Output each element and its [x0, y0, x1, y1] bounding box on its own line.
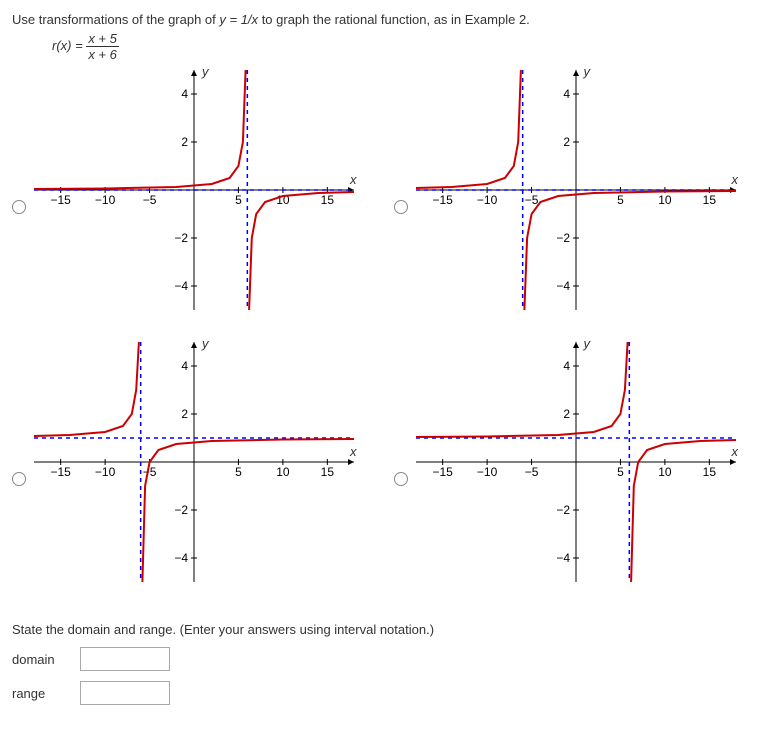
prompt-suffix: to graph the rational function, as in Ex…	[262, 12, 530, 27]
denominator: x + 6	[86, 47, 119, 62]
x-axis-label: x	[732, 444, 739, 459]
x-axis-label: x	[350, 444, 357, 459]
range-label: range	[12, 686, 68, 701]
svg-text:−2: −2	[174, 503, 188, 517]
question-prompt: Use transformations of the graph of y = …	[12, 12, 755, 27]
svg-text:10: 10	[658, 193, 672, 207]
svg-text:−5: −5	[143, 465, 157, 479]
y-axis-label: y	[202, 336, 209, 351]
svg-text:−4: −4	[556, 279, 570, 293]
radio-option[interactable]	[12, 200, 26, 214]
svg-text:10: 10	[658, 465, 672, 479]
svg-text:−4: −4	[556, 551, 570, 565]
bottom-section: State the domain and range. (Enter your …	[12, 622, 755, 705]
svg-text:−4: −4	[174, 551, 188, 565]
svg-text:15: 15	[702, 465, 716, 479]
chart-option: −15−10−551015−4−224yx	[12, 70, 374, 330]
svg-text:4: 4	[181, 87, 188, 101]
svg-text:−2: −2	[174, 231, 188, 245]
svg-text:4: 4	[563, 359, 570, 373]
range-row: range	[12, 681, 755, 705]
y-axis-label: y	[584, 64, 591, 79]
svg-text:−15: −15	[50, 193, 71, 207]
domain-label: domain	[12, 652, 68, 667]
svg-text:−4: −4	[174, 279, 188, 293]
svg-text:−15: −15	[432, 193, 453, 207]
svg-text:4: 4	[563, 87, 570, 101]
svg-text:2: 2	[181, 407, 188, 421]
chart-a: −15−10−551015−4−224yx	[34, 70, 354, 330]
svg-text:15: 15	[321, 465, 335, 479]
domain-row: domain	[12, 647, 755, 671]
svg-text:5: 5	[617, 465, 624, 479]
chart-c: −15−10−551015−4−224yx	[34, 342, 354, 602]
svg-text:4: 4	[181, 359, 188, 373]
radio-option[interactable]	[12, 472, 26, 486]
radio-option[interactable]	[394, 200, 408, 214]
svg-text:15: 15	[702, 193, 716, 207]
svg-text:5: 5	[235, 193, 242, 207]
range-input[interactable]	[80, 681, 170, 705]
domain-input[interactable]	[80, 647, 170, 671]
svg-text:2: 2	[181, 135, 188, 149]
svg-text:10: 10	[276, 465, 290, 479]
svg-text:5: 5	[235, 465, 242, 479]
numerator: x + 5	[86, 31, 119, 47]
svg-text:2: 2	[563, 135, 570, 149]
chart-b: −15−10−551015−4−224yx	[416, 70, 736, 330]
function-lhs: r(x) =	[52, 38, 86, 53]
svg-text:−5: −5	[143, 193, 157, 207]
svg-text:5: 5	[617, 193, 624, 207]
svg-text:−10: −10	[476, 465, 497, 479]
svg-text:−2: −2	[556, 503, 570, 517]
svg-text:−10: −10	[476, 193, 497, 207]
domain-range-prompt: State the domain and range. (Enter your …	[12, 622, 755, 637]
svg-text:−15: −15	[432, 465, 453, 479]
svg-text:−5: −5	[524, 465, 538, 479]
svg-text:−2: −2	[556, 231, 570, 245]
y-axis-label: y	[202, 64, 209, 79]
x-axis-label: x	[350, 172, 357, 187]
chart-d: −15−10−551015−4−224yx	[416, 342, 736, 602]
svg-text:−10: −10	[95, 193, 116, 207]
x-axis-label: x	[732, 172, 739, 187]
chart-option: −15−10−551015−4−224yx	[12, 342, 374, 602]
prompt-formula: y = 1/x	[219, 12, 258, 27]
svg-text:−15: −15	[50, 465, 71, 479]
svg-text:−5: −5	[524, 193, 538, 207]
radio-option[interactable]	[394, 472, 408, 486]
charts-grid: −15−10−551015−4−224yx−15−10−551015−4−224…	[12, 70, 755, 602]
prompt-prefix: Use transformations of the graph of	[12, 12, 219, 27]
chart-option: −15−10−551015−4−224yx	[394, 70, 756, 330]
function-formula: r(x) = x + 5x + 6	[52, 31, 755, 62]
svg-text:2: 2	[563, 407, 570, 421]
y-axis-label: y	[584, 336, 591, 351]
chart-option: −15−10−551015−4−224yx	[394, 342, 756, 602]
fraction: x + 5x + 6	[86, 31, 119, 62]
svg-text:−10: −10	[95, 465, 116, 479]
svg-text:15: 15	[321, 193, 335, 207]
